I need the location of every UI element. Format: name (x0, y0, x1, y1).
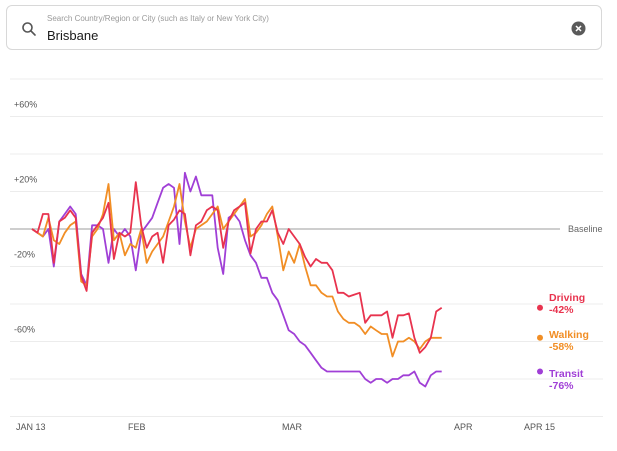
series-endpoint-transit (537, 368, 543, 375)
y-tick-label: -60% (14, 325, 35, 335)
y-tick-label: +20% (14, 175, 37, 185)
series-line-walking (31, 183, 442, 358)
series-name-driving: Driving (549, 292, 585, 304)
baseline-label: Baseline (568, 224, 603, 234)
x-tick-label: JAN 13 (16, 422, 46, 432)
series-name-transit: Transit (549, 368, 584, 380)
series-value-walking: -58% (549, 341, 574, 353)
search-icon (22, 22, 36, 36)
series-value-driving: -42% (549, 304, 574, 316)
y-tick-label: -20% (14, 250, 35, 260)
search-input[interactable]: Brisbane (47, 28, 99, 43)
x-tick-label: APR (454, 422, 473, 432)
series-line-transit (31, 171, 442, 388)
x-tick-label: FEB (128, 422, 146, 432)
series-endpoint-walking (537, 334, 543, 341)
search-placeholder: Search Country/Region or City (such as I… (47, 14, 269, 23)
clear-search-icon[interactable] (571, 21, 586, 36)
series-endpoint-driving (537, 304, 543, 311)
search-box[interactable]: Search Country/Region or City (such as I… (6, 5, 602, 50)
series-name-walking: Walking (549, 329, 589, 341)
y-tick-label: +60% (14, 100, 37, 110)
series-value-transit: -76% (549, 380, 574, 392)
series-line-driving (31, 181, 443, 354)
x-tick-label: MAR (282, 422, 303, 432)
x-tick-label: APR 15 (524, 422, 555, 432)
